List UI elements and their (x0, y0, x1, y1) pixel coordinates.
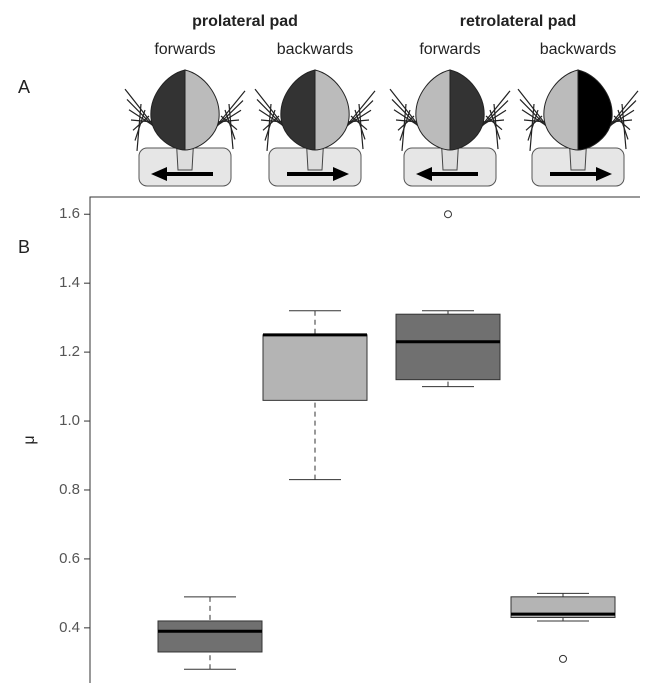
y-tick-label: 1.4 (59, 274, 80, 291)
category-label: forwards (154, 41, 215, 58)
hair (399, 109, 411, 141)
group-label: prolateral pad (192, 13, 298, 30)
hair (401, 103, 407, 151)
arrowhead (416, 167, 432, 181)
y-tick-label: 1.6 (59, 205, 80, 222)
pad-left (150, 69, 186, 151)
y-tick-label: 0.4 (59, 619, 80, 636)
hair (346, 119, 370, 123)
y-tick-label: 0.6 (59, 550, 80, 567)
hair (493, 103, 499, 150)
box (510, 596, 616, 619)
hair (134, 109, 146, 141)
outlier (559, 654, 567, 663)
category-label: backwards (277, 41, 353, 58)
hair (358, 103, 364, 150)
hair (224, 109, 236, 140)
y-tick-label: 1.0 (59, 412, 80, 429)
hair (481, 119, 505, 123)
hair (354, 109, 366, 140)
y-tick-label: 1.2 (59, 343, 80, 360)
panel-label: B (18, 237, 30, 257)
hair (621, 103, 627, 150)
group-label: retrolateral pad (460, 13, 576, 30)
pad-right (314, 69, 350, 151)
pad-left (543, 69, 579, 151)
arrowhead (333, 167, 349, 181)
hair (489, 109, 501, 140)
pad-left (280, 69, 316, 151)
axis-frame (89, 196, 640, 683)
hair (264, 109, 276, 141)
panel-label: A (18, 77, 30, 97)
pad-right (577, 69, 613, 151)
hair (228, 103, 234, 150)
pad-right (449, 69, 485, 151)
illustrations (124, 69, 639, 187)
hair (609, 119, 633, 123)
hair (529, 103, 535, 151)
box (395, 313, 501, 381)
box (262, 334, 368, 401)
hair (266, 103, 272, 151)
pad-right (184, 69, 220, 151)
y-axis-label: μ (21, 435, 38, 444)
arrowhead (151, 167, 167, 181)
hair (216, 119, 240, 123)
y-tick-label: 0.8 (59, 481, 80, 498)
hair (617, 109, 629, 140)
pad-left (415, 69, 451, 151)
outlier (444, 210, 452, 219)
box (157, 620, 263, 653)
category-label: forwards (419, 41, 480, 58)
hair (527, 109, 539, 141)
arrowhead (596, 167, 612, 181)
category-label: backwards (540, 41, 616, 58)
hair (136, 103, 142, 151)
